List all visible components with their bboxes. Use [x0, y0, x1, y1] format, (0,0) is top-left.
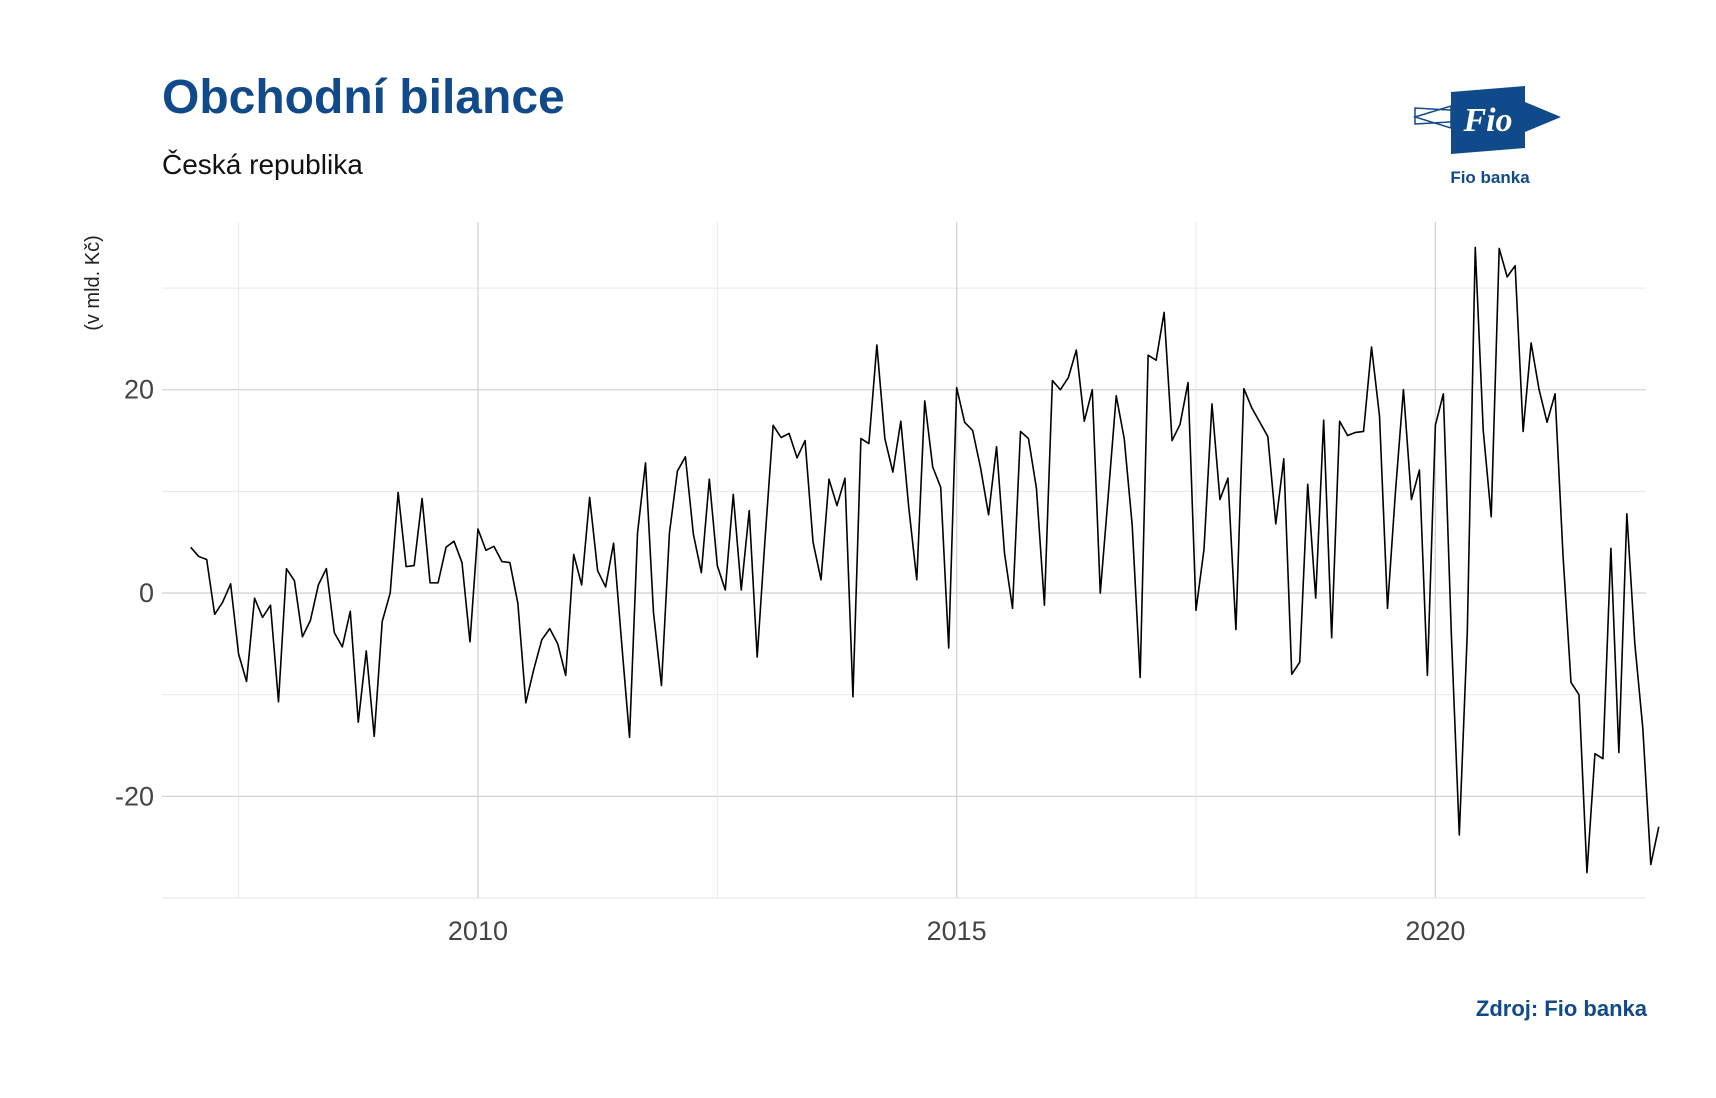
source-caption: Zdroj: Fio banka — [1475, 996, 1647, 1021]
logo-mark-text: Fio — [1462, 102, 1512, 139]
x-tick-label: 2020 — [1405, 916, 1465, 946]
y-axis-ticks: -20 0 20 — [115, 375, 154, 812]
grid-lines — [162, 222, 1646, 899]
y-axis-label: (v mld. Kč) — [82, 235, 104, 331]
logo-name: Fio banka — [1450, 168, 1530, 187]
series-line — [190, 246, 1660, 874]
chart-title: Obchodní bilance — [162, 71, 565, 124]
x-tick-label: 2010 — [448, 916, 508, 946]
y-tick-label: -20 — [115, 781, 154, 811]
x-axis-ticks: 2010 2015 2020 — [448, 916, 1465, 946]
chart-subtitle: Česká republika — [162, 149, 363, 180]
fio-logo-icon: Fio — [1413, 86, 1561, 154]
y-tick-label: 0 — [139, 578, 154, 608]
y-tick-label: 20 — [124, 375, 154, 405]
x-tick-label: 2015 — [927, 916, 987, 946]
